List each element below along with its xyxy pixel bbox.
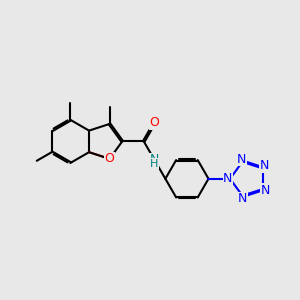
Text: N: N — [260, 159, 269, 172]
Text: O: O — [150, 116, 160, 129]
Text: N: N — [261, 184, 270, 197]
Text: O: O — [105, 152, 115, 165]
Text: N: N — [237, 153, 246, 166]
Text: N: N — [149, 153, 159, 166]
Text: N: N — [238, 192, 248, 205]
Text: N: N — [223, 172, 232, 185]
Text: H: H — [150, 159, 158, 169]
